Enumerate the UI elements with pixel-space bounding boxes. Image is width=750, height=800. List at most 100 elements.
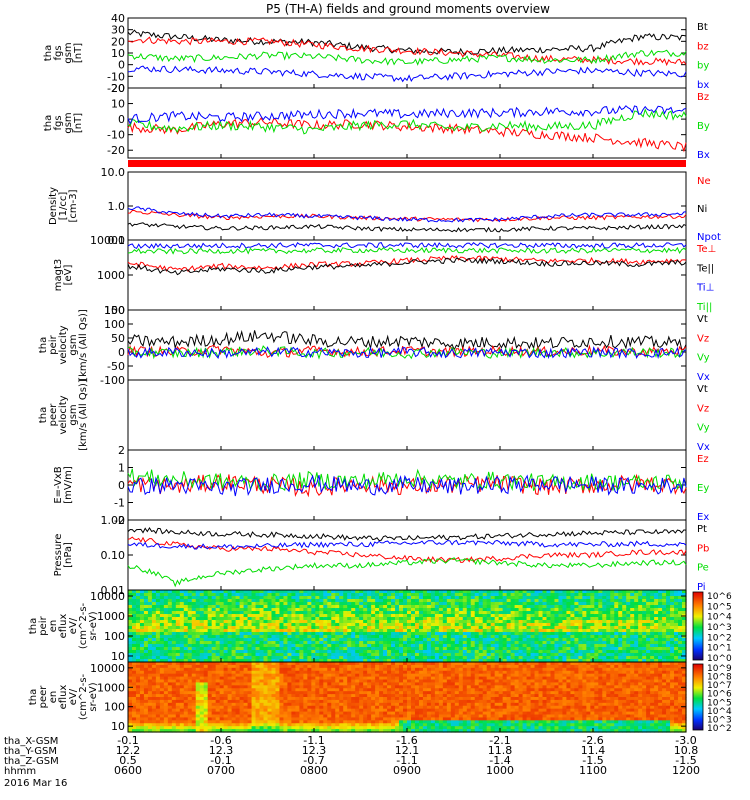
heatmap-cell [159,699,165,704]
series-line-Ne [127,210,687,223]
heatmap-cell [183,673,189,678]
heatmap-cell [128,697,133,701]
heatmap-cell [379,653,384,657]
heatmap-cell [339,688,344,692]
heatmap-cell [518,644,524,648]
heatmap-cell [678,635,683,639]
heatmap-cell [167,611,173,615]
heatmap-cell [203,685,209,689]
heatmap-cell [474,635,480,639]
heatmap-cell [279,659,285,663]
heatmap-cell [618,611,623,615]
heatmap-cell [383,617,388,621]
heatmap-cell [351,605,356,609]
heatmap-cell [219,676,225,681]
heatmap-cell [558,599,564,603]
heatmap-cell [426,650,432,654]
heatmap-cell [634,659,639,663]
heatmap-cell [231,656,237,660]
heatmap-cell [434,605,440,609]
heatmap-cell [678,605,683,609]
heatmap-cell [518,626,524,630]
heatmap-cell [395,608,400,612]
heatmap-cell [662,629,667,633]
heatmap-cell [235,605,241,609]
heatmap-cell [171,679,177,684]
heatmap-cell [227,611,233,615]
heatmap-cell [498,605,504,609]
heatmap-cell [327,593,332,597]
heatmap-cell [131,638,137,642]
heatmap-cell [630,599,635,603]
heatmap-cell [259,590,265,594]
heatmap-cell [199,664,205,669]
heatmap-cell [422,635,428,639]
heatmap-cell [255,694,261,698]
heatmap-cell [131,629,137,633]
heatmap-cell [387,617,392,621]
heatmap-cell [135,699,141,704]
heatmap-cell [319,702,324,707]
heatmap-cell [594,653,599,657]
heatmap-cell [187,667,193,672]
heatmap-cell [542,599,548,603]
heatmap-cell [387,638,392,642]
heatmap-cell [347,647,352,651]
heatmap-cell [299,608,304,612]
heatmap-cell [187,623,193,627]
heatmap-cell [387,599,392,603]
heatmap-cell [171,673,177,678]
heatmap-cell [566,656,572,660]
heatmap-cell [295,664,300,669]
heatmap-cell [263,711,269,716]
heatmap-cell [315,670,320,675]
heatmap-cell [570,602,575,606]
heatmap-cell [466,593,472,597]
heatmap-cell [167,653,173,657]
heatmap-cell [562,629,568,633]
heatmap-cell [231,629,237,633]
heatmap-cell [128,590,133,594]
heatmap-cell [323,723,328,727]
heatmap-cell [566,632,572,636]
heatmap-cell [307,629,312,633]
heatmap-cell [299,726,304,730]
heatmap-cell [299,656,304,660]
colorbar-tick-label: 10^0 [707,654,732,664]
heatmap-cell [223,623,229,627]
heatmap-cell [662,644,667,648]
heatmap-cell [403,611,408,615]
heatmap-cell [450,590,456,594]
heatmap-cell [255,699,261,704]
heatmap-cell [247,629,253,633]
heatmap-cell [510,629,516,633]
heatmap-cell [347,699,352,704]
heatmap-cell [315,608,320,612]
heatmap-cell [247,596,253,600]
heatmap-cell [650,644,655,648]
heatmap-cell [207,602,213,606]
heatmap-cell [371,632,376,636]
heatmap-cell [422,608,428,612]
heatmap-cell [307,617,312,621]
heatmap-cell [128,699,133,704]
heatmap-cell [219,717,225,721]
heatmap-cell [263,614,269,618]
heatmap-cell [634,611,639,615]
heatmap-cell [155,635,161,639]
heatmap-cell [227,641,233,645]
heatmap-cell [347,682,352,686]
heatmap-cell [454,623,460,627]
heatmap-cell [151,667,157,672]
heatmap-cell [223,702,229,707]
heatmap-cell [171,638,177,642]
heatmap-cell [271,694,277,698]
heatmap-cell [279,602,285,606]
heatmap-cell [131,664,137,669]
heatmap-cell [143,702,149,707]
heatmap-cell [307,641,312,645]
heatmap-cell [311,656,316,660]
heatmap-cell [514,611,520,615]
heatmap-cell [446,638,452,642]
legend-Pi: Pi [697,582,706,593]
